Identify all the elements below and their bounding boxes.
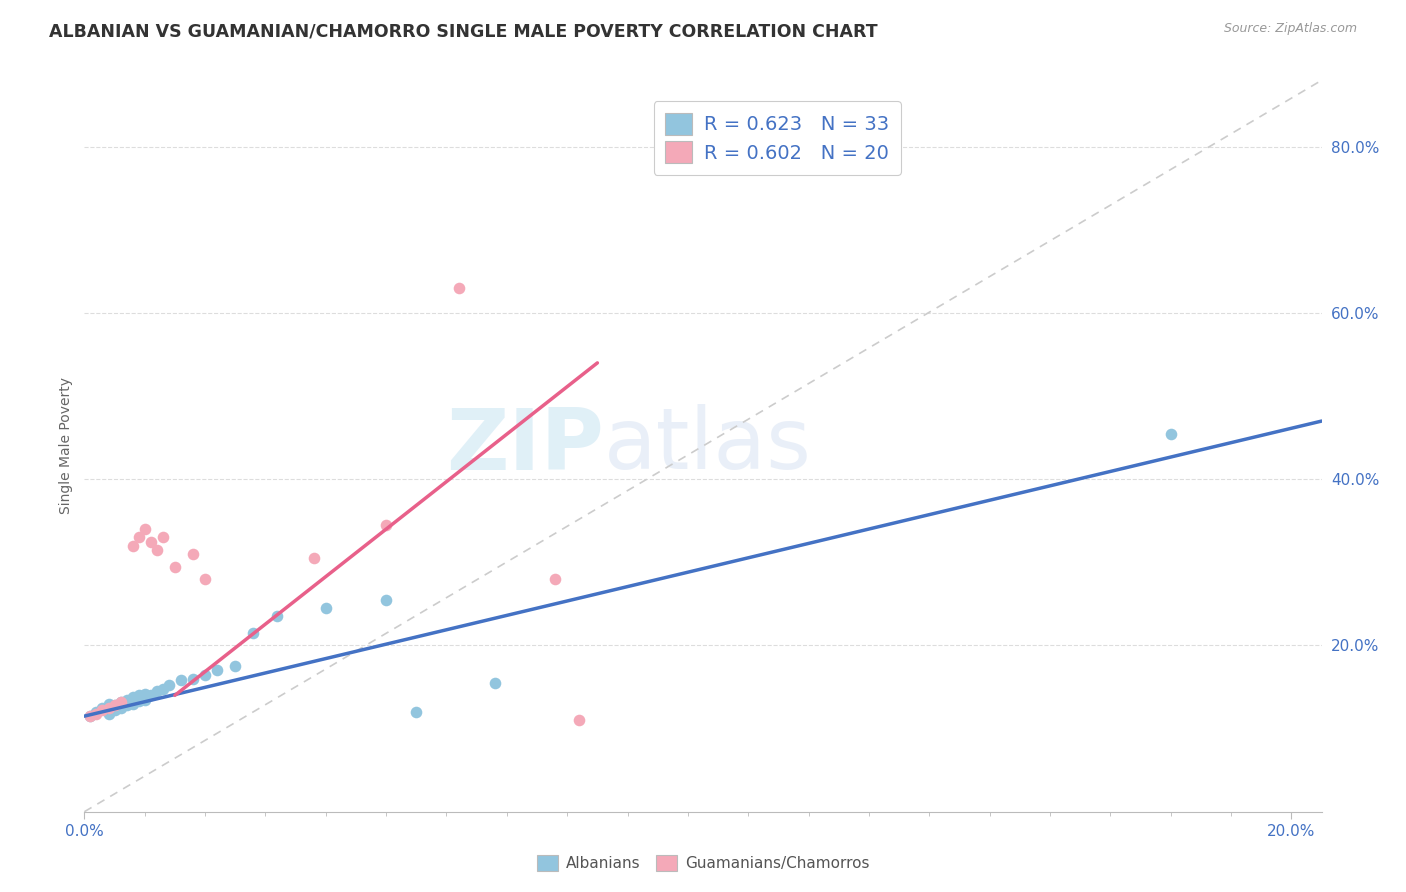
Point (103, 698, 125, 713)
Point (139, 689, 162, 703)
Point (128, 689, 150, 703)
Point (194, 667, 217, 681)
Point (568, 714, 591, 728)
Point (110, 701, 132, 715)
Point (302, 551, 325, 566)
Point (79, 709, 101, 723)
Point (91, 701, 114, 715)
Point (266, 609, 288, 624)
Point (152, 530, 174, 544)
Point (194, 572, 217, 586)
Point (375, 518, 398, 533)
Point (79, 709, 101, 723)
Point (115, 692, 138, 706)
Point (170, 673, 193, 688)
Point (447, 281, 470, 295)
Legend: Albanians, Guamanians/Chamorros: Albanians, Guamanians/Chamorros (530, 849, 876, 877)
Point (181, 547, 204, 561)
Point (1160, 426, 1182, 441)
Point (205, 664, 228, 678)
Point (86, 706, 108, 721)
Point (91, 703, 114, 717)
Text: Source: ZipAtlas.com: Source: ZipAtlas.com (1223, 22, 1357, 36)
Point (181, 672, 204, 686)
Point (121, 690, 143, 704)
Point (163, 559, 186, 574)
Text: ALBANIAN VS GUAMANIAN/CHAMORRO SINGLE MALE POVERTY CORRELATION CHART: ALBANIAN VS GUAMANIAN/CHAMORRO SINGLE MA… (49, 22, 877, 40)
Point (103, 703, 125, 717)
Point (134, 522, 156, 536)
Point (315, 601, 337, 615)
Point (128, 530, 150, 544)
Point (146, 684, 169, 698)
Point (242, 626, 264, 640)
Point (224, 659, 246, 673)
Point (97, 706, 120, 721)
Point (134, 692, 156, 706)
Point (484, 676, 506, 690)
Point (544, 572, 567, 586)
Point (134, 687, 156, 701)
Point (110, 695, 132, 709)
Point (103, 698, 125, 713)
Point (121, 539, 143, 553)
Point (110, 695, 132, 709)
Point (139, 534, 162, 549)
Point (128, 694, 150, 708)
Point (152, 681, 174, 696)
Point (86, 705, 108, 719)
Point (97, 697, 120, 711)
Text: atlas: atlas (605, 404, 813, 488)
Y-axis label: Single Male Poverty: Single Male Poverty (59, 377, 73, 515)
Point (405, 705, 427, 719)
Legend: R = 0.623   N = 33, R = 0.602   N = 20: R = 0.623 N = 33, R = 0.602 N = 20 (654, 101, 901, 175)
Point (121, 697, 143, 711)
Point (157, 678, 180, 692)
Text: ZIP: ZIP (446, 404, 605, 488)
Point (375, 592, 398, 607)
Point (97, 701, 120, 715)
Point (146, 542, 169, 557)
Point (115, 698, 138, 713)
